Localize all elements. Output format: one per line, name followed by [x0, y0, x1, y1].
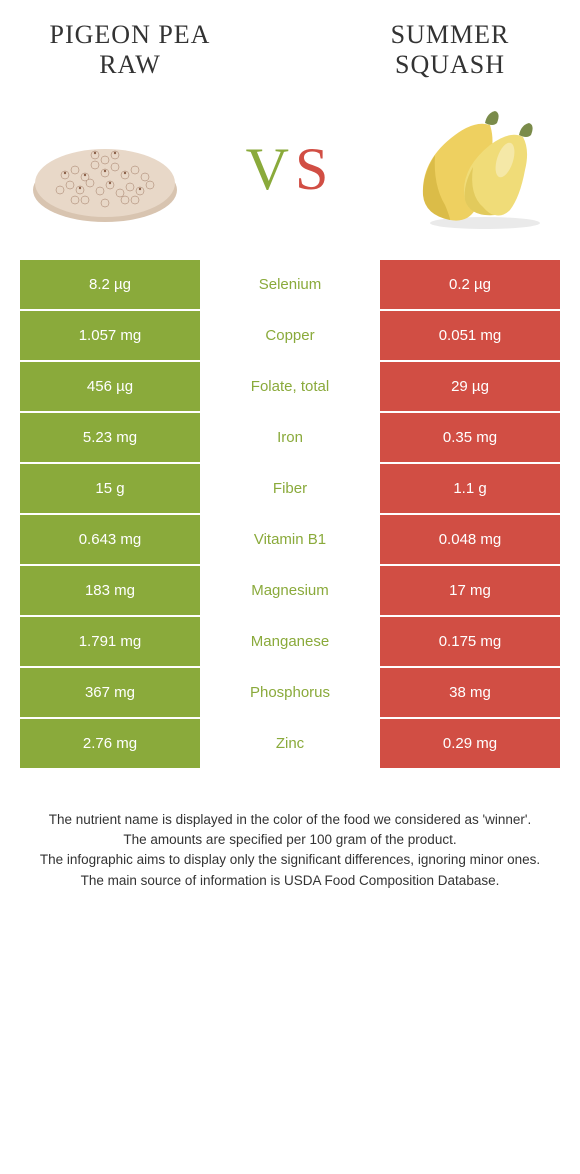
left-value: 183 mg	[20, 566, 200, 617]
left-value: 367 mg	[20, 668, 200, 719]
header: Pigeon Pea Raw Summer Squash	[0, 0, 580, 90]
left-value: 1.057 mg	[20, 311, 200, 362]
nutrient-row: 1.791 mgManganese0.175 mg	[20, 617, 560, 668]
right-value: 29 µg	[380, 362, 560, 413]
infographic-container: Pigeon Pea Raw Summer Squash	[0, 0, 580, 921]
right-value: 0.29 mg	[380, 719, 560, 770]
vs-s-letter: S	[295, 136, 334, 202]
nutrient-table: 8.2 µgSelenium0.2 µg1.057 mgCopper0.051 …	[20, 260, 560, 770]
nutrient-row: 183 mgMagnesium17 mg	[20, 566, 560, 617]
footer-line-2: The amounts are specified per 100 gram o…	[30, 830, 550, 850]
right-value: 0.048 mg	[380, 515, 560, 566]
nutrient-name: Manganese	[200, 617, 380, 668]
nutrient-name: Selenium	[200, 260, 380, 311]
squash-icon	[395, 105, 555, 235]
right-value: 0.2 µg	[380, 260, 560, 311]
nutrient-name: Phosphorus	[200, 668, 380, 719]
nutrient-row: 0.643 mgVitamin B10.048 mg	[20, 515, 560, 566]
summer-squash-image	[390, 100, 560, 240]
left-value: 8.2 µg	[20, 260, 200, 311]
nutrient-name: Vitamin B1	[200, 515, 380, 566]
footer-line-3: The infographic aims to display only the…	[30, 850, 550, 870]
footer-notes: The nutrient name is displayed in the co…	[0, 770, 580, 921]
vs-v-letter: V	[246, 136, 295, 202]
nutrient-row: 8.2 µgSelenium0.2 µg	[20, 260, 560, 311]
right-value: 0.35 mg	[380, 413, 560, 464]
left-value: 15 g	[20, 464, 200, 515]
left-value: 0.643 mg	[20, 515, 200, 566]
nutrient-name: Fiber	[200, 464, 380, 515]
nutrient-name: Magnesium	[200, 566, 380, 617]
vs-label: VS	[246, 135, 335, 204]
nutrient-row: 1.057 mgCopper0.051 mg	[20, 311, 560, 362]
nutrient-name: Iron	[200, 413, 380, 464]
left-value: 2.76 mg	[20, 719, 200, 770]
nutrient-name: Zinc	[200, 719, 380, 770]
nutrient-row: 456 µgFolate, total29 µg	[20, 362, 560, 413]
right-value: 1.1 g	[380, 464, 560, 515]
nutrient-name: Folate, total	[200, 362, 380, 413]
footer-line-4: The main source of information is USDA F…	[30, 871, 550, 891]
pigeon-pea-image	[20, 100, 190, 240]
right-value: 17 mg	[380, 566, 560, 617]
peas-icon	[25, 105, 185, 235]
right-value: 0.175 mg	[380, 617, 560, 668]
versus-row: VS	[0, 90, 580, 260]
left-value: 1.791 mg	[20, 617, 200, 668]
right-food-title: Summer Squash	[350, 20, 550, 80]
nutrient-row: 15 gFiber1.1 g	[20, 464, 560, 515]
left-value: 5.23 mg	[20, 413, 200, 464]
right-value: 38 mg	[380, 668, 560, 719]
left-food-title: Pigeon Pea Raw	[30, 20, 230, 80]
right-value: 0.051 mg	[380, 311, 560, 362]
footer-line-1: The nutrient name is displayed in the co…	[30, 810, 550, 830]
left-value: 456 µg	[20, 362, 200, 413]
nutrient-row: 2.76 mgZinc0.29 mg	[20, 719, 560, 770]
nutrient-row: 367 mgPhosphorus38 mg	[20, 668, 560, 719]
nutrient-row: 5.23 mgIron0.35 mg	[20, 413, 560, 464]
nutrient-name: Copper	[200, 311, 380, 362]
